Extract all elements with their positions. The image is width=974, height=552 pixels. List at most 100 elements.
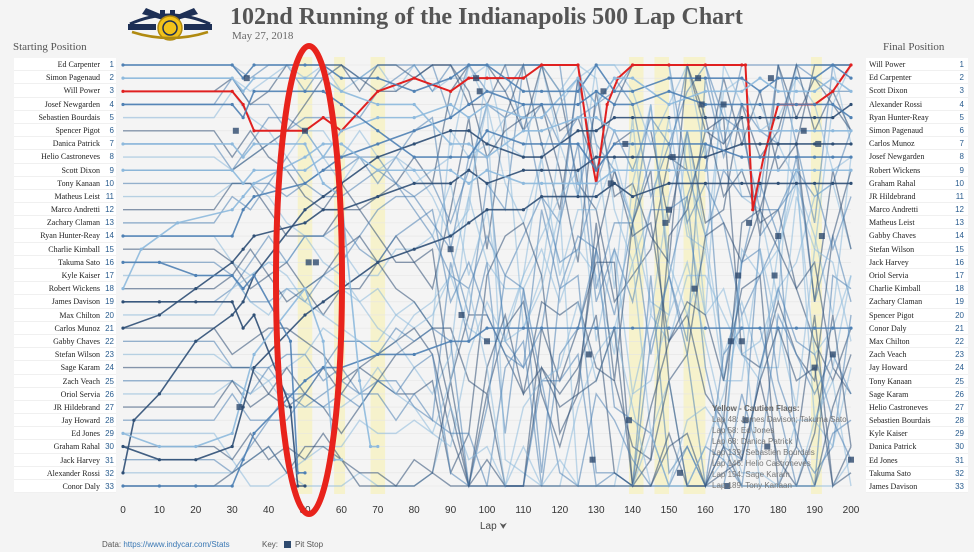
lap-point: [612, 155, 617, 159]
position-number: 31: [105, 455, 114, 465]
pin-icon[interactable]: ⮟: [499, 521, 508, 531]
driver-name: Will Power: [869, 60, 906, 69]
lap-point: [667, 89, 671, 93]
driver-name: Jack Harvey: [60, 455, 100, 465]
lap-point: [321, 89, 325, 93]
lap-point: [241, 300, 245, 304]
pit-stop-marker: [589, 456, 596, 463]
caution-item: Lap 154: Sage Karam: [712, 470, 790, 479]
driver-name: Takuma Sato: [869, 468, 911, 478]
driver-row: Sebastien Bourdais 5: [14, 111, 116, 124]
pit-stop-marker: [735, 272, 742, 279]
pit-stop-marker: [473, 75, 480, 82]
starting-position-heading: Starting Position: [13, 41, 87, 53]
x-tick-label: 200: [843, 505, 860, 516]
lap-point: [368, 444, 373, 449]
driver-row: JR Hildebrand 27: [14, 401, 116, 415]
lap-point: [540, 326, 544, 330]
driver-name: Sage Karam: [869, 389, 909, 399]
position-number: 20: [955, 310, 964, 320]
driver-row: Sage Karam 24: [14, 361, 116, 375]
lap-point: [252, 431, 256, 435]
lap-point: [813, 129, 817, 133]
lap-point: [241, 116, 245, 120]
lap-point: [376, 155, 380, 159]
position-number: 30: [955, 442, 964, 452]
driver-name: Ed Carpenter: [57, 60, 100, 69]
driver-row: Robert Wickens 18: [14, 282, 116, 296]
x-tick-label: 130: [588, 505, 605, 516]
driver-name: Ed Jones: [71, 429, 100, 439]
lap-point: [776, 102, 780, 107]
driver-name: Zachary Claman: [869, 297, 923, 307]
pit-stop-marker: [484, 338, 490, 345]
lap-point: [376, 168, 380, 172]
lap-point: [485, 129, 489, 133]
position-number: 16: [955, 257, 964, 267]
driver-name: JR Hildebrand: [869, 191, 916, 201]
lap-point: [194, 273, 198, 278]
position-line: [123, 261, 852, 489]
lap-point: [321, 142, 325, 146]
lap-point: [449, 234, 453, 238]
position-number: 23: [955, 350, 964, 360]
lap-point: [703, 116, 708, 120]
lap-point: [467, 76, 471, 80]
lap-point: [594, 89, 598, 93]
pit-stop-marker: [695, 75, 702, 82]
lap-point: [194, 458, 198, 462]
pit-stop-marker: [691, 285, 698, 292]
final-position-heading: Final Position: [883, 41, 945, 53]
lap-point: [612, 142, 617, 146]
driver-row: Kyle Kaiser 29: [866, 427, 968, 441]
lap-point: [540, 63, 544, 67]
lap-point: [631, 89, 635, 93]
driver-row: Graham Rahal 30: [14, 440, 116, 454]
driver-name: James Davison: [51, 297, 100, 307]
position-line: [123, 170, 852, 476]
lap-point: [194, 287, 198, 291]
lap-point: [612, 116, 617, 120]
lap-point: [703, 326, 708, 330]
driver-name: Jay Howard: [61, 416, 100, 426]
lap-point: [794, 326, 799, 330]
lap-point: [252, 63, 256, 67]
pit-stop-marker: [815, 140, 822, 147]
driver-name: Gabby Chaves: [869, 231, 916, 241]
driver-name: Matheus Leist: [54, 191, 100, 201]
lap-point: [339, 129, 343, 133]
lap-point: [758, 116, 762, 120]
pit-stop-marker: [302, 127, 308, 134]
lap-point: [576, 116, 580, 120]
x-tick-label: 150: [661, 505, 678, 516]
position-number: 17: [955, 271, 964, 280]
position-number: 10: [105, 178, 114, 188]
lap-point: [605, 102, 609, 107]
lap-point: [758, 326, 762, 330]
lap-point: [758, 102, 762, 107]
data-source-link[interactable]: https://www.indycar.com/Stats: [123, 540, 230, 549]
driver-row: Charlie Kimball 15: [14, 243, 116, 256]
driver-row: Zachary Claman 19: [866, 295, 968, 309]
lap-point: [576, 194, 580, 199]
driver-row: Zachary Claman 13: [14, 216, 116, 230]
position-number: 25: [105, 376, 114, 386]
caution-item: Lap 139: Sebastien Bourdais: [712, 448, 815, 457]
lap-point: [740, 63, 744, 67]
lap-point: [667, 102, 671, 107]
position-number: 22: [105, 336, 114, 346]
position-number: 15: [105, 244, 114, 254]
lap-point: [813, 102, 817, 107]
lap-point: [631, 116, 635, 120]
pit-stop-marker: [771, 272, 778, 279]
lap-point: [230, 102, 234, 107]
lap-point: [631, 102, 635, 107]
position-line: [123, 325, 852, 488]
pit-stop-marker: [669, 154, 676, 161]
driver-name: Ed Jones: [869, 455, 898, 465]
driver-row: Oriol Servia 17: [866, 269, 968, 283]
driver-row: Robert Wickens 9: [866, 164, 968, 177]
lap-point: [230, 300, 234, 304]
driver-name: Ryan Hunter-Reay: [869, 112, 929, 122]
lap-point: [740, 76, 744, 80]
